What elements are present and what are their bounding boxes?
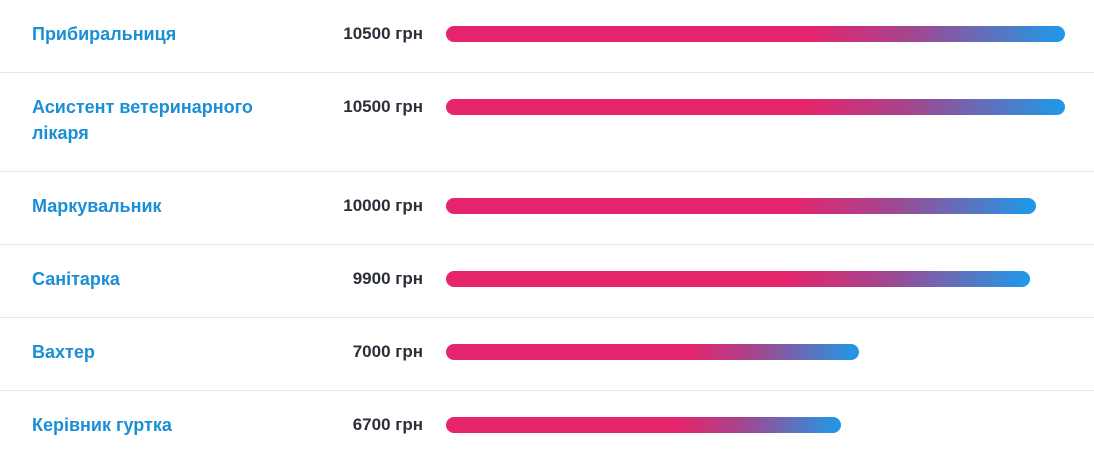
bar-track xyxy=(446,266,1065,292)
job-title: Вахтер xyxy=(32,342,95,362)
bar xyxy=(446,417,841,433)
salary-label: 10500 грн xyxy=(343,24,423,43)
salary-row: Маркувальник 10000 грн xyxy=(0,172,1094,245)
bar xyxy=(446,271,1030,287)
salary-row: Прибиральниця 10500 грн xyxy=(0,0,1094,73)
salary-label: 7000 грн xyxy=(352,342,423,361)
salary-label: 10500 грн xyxy=(343,97,423,116)
salary-label: 9900 грн xyxy=(352,269,423,288)
bar-track xyxy=(446,94,1065,120)
bar-track xyxy=(446,21,1065,47)
job-title: Прибиральниця xyxy=(32,24,177,44)
salary-row: Асистент ветеринарного лікаря 10500 грн xyxy=(0,73,1094,172)
bar-track xyxy=(446,339,1065,365)
salary-row: Санітарка 9900 грн xyxy=(0,245,1094,318)
bar xyxy=(446,198,1036,214)
salary-label: 6700 грн xyxy=(352,415,423,434)
salary-row: Вахтер 7000 грн xyxy=(0,318,1094,391)
bar xyxy=(446,99,1065,115)
bar xyxy=(446,26,1065,42)
job-title: Маркувальник xyxy=(32,196,162,216)
salary-label: 10000 грн xyxy=(343,196,423,215)
bar-track xyxy=(446,193,1065,219)
bar xyxy=(446,344,859,360)
job-title: Асистент ветеринарного лікаря xyxy=(32,97,253,143)
salary-row: Керівник гуртка 6700 грн xyxy=(0,391,1094,463)
bar-track xyxy=(446,412,1065,438)
job-title: Керівник гуртка xyxy=(32,415,172,435)
job-title: Санітарка xyxy=(32,269,120,289)
